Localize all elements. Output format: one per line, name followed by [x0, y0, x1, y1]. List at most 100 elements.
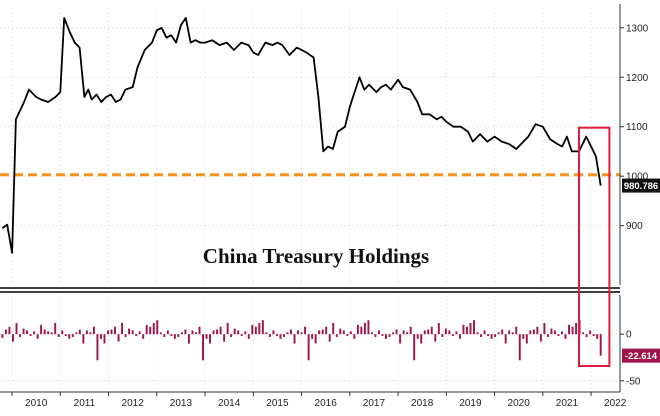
bar: [282, 334, 285, 337]
bar: [219, 326, 222, 335]
bar: [423, 330, 426, 335]
bar: [198, 326, 201, 335]
bar: [85, 330, 88, 335]
bar: [546, 334, 549, 337]
x-tick-label: 2021: [556, 398, 579, 409]
bar: [532, 329, 535, 335]
bar: [107, 330, 109, 335]
bar: [494, 334, 497, 337]
bar: [589, 330, 592, 335]
bar: [360, 326, 363, 335]
upper-y-tick-label: 1200: [626, 73, 649, 84]
bar: [297, 330, 300, 335]
bar: [504, 334, 507, 344]
bar: [265, 332, 268, 335]
lower-y-tick-label: -50: [626, 376, 641, 387]
bar: [335, 334, 338, 337]
bar: [539, 334, 542, 342]
bar: [50, 332, 53, 335]
bar: [247, 334, 250, 339]
bar: [293, 334, 296, 344]
bar: [135, 334, 138, 337]
chart-title: China Treasury Holdings: [203, 244, 429, 268]
bar: [57, 334, 60, 337]
bar: [395, 329, 398, 335]
bar: [353, 334, 356, 339]
bar: [258, 322, 261, 335]
bar: [279, 334, 282, 339]
bar: [212, 330, 215, 335]
bar: [64, 334, 67, 337]
bar: [342, 330, 345, 335]
bar: [223, 334, 226, 342]
bar: [427, 329, 430, 335]
bar: [564, 334, 567, 339]
bar: [195, 332, 197, 335]
bar: [149, 326, 152, 335]
bar: [180, 332, 183, 335]
bar: [216, 329, 219, 335]
callout-lower-label: -22.614: [625, 351, 658, 362]
line-series-layer: [1, 16, 602, 254]
bar: [314, 334, 317, 344]
bar: [511, 332, 514, 335]
bar: [385, 334, 387, 339]
bar: [332, 322, 335, 335]
bar: [1, 334, 4, 338]
bar: [121, 322, 124, 335]
bar: [444, 328, 447, 335]
bar: [4, 329, 7, 335]
bar: [170, 334, 173, 337]
bar: [550, 328, 553, 335]
bar: [483, 330, 486, 335]
bar: [15, 322, 18, 335]
bar: [462, 324, 465, 335]
bar: [36, 334, 39, 339]
x-tick-label: 2016: [315, 398, 338, 409]
bar: [191, 330, 194, 335]
bar: [356, 324, 359, 335]
lower-gridlines: [0, 295, 620, 392]
bar: [487, 334, 490, 337]
lower-y-axis: -50 0: [619, 295, 641, 392]
bar: [406, 332, 409, 335]
last-value-callout-upper: 980.786: [622, 178, 660, 193]
bar: [61, 330, 64, 335]
bar: [480, 334, 483, 337]
bar: [466, 326, 468, 335]
bar: [458, 334, 461, 339]
bar: [29, 334, 32, 337]
bar: [367, 320, 370, 335]
bar: [592, 334, 595, 337]
bar: [233, 328, 236, 335]
bar: [402, 330, 405, 335]
bar: [159, 332, 162, 335]
bar: [251, 324, 254, 335]
bar: [78, 329, 81, 335]
highlight-layer: [577, 126, 611, 368]
x-tick-label: 2020: [508, 398, 531, 409]
bar: [515, 326, 518, 335]
bar: [328, 334, 331, 342]
bar: [202, 334, 204, 361]
callout-lower-bg: [622, 348, 660, 363]
bar: [553, 330, 556, 335]
bar: [325, 326, 328, 335]
bar: [568, 324, 570, 335]
bar: [561, 331, 563, 335]
bar: [490, 334, 493, 339]
bar: [8, 326, 11, 335]
x-axis: 2010 2011 2012 2013 2014 2015 2016 2017 2018 2019…: [0, 391, 627, 409]
bar: [99, 334, 102, 339]
bar: [177, 334, 180, 337]
bar: [163, 334, 166, 337]
bar: [209, 334, 212, 344]
bar: [307, 334, 310, 361]
bar: [399, 334, 402, 344]
x-tick-label: 2011: [74, 398, 96, 409]
bar: [117, 334, 120, 342]
bar: [43, 329, 46, 335]
bar: [145, 324, 148, 335]
bar: [529, 330, 532, 335]
